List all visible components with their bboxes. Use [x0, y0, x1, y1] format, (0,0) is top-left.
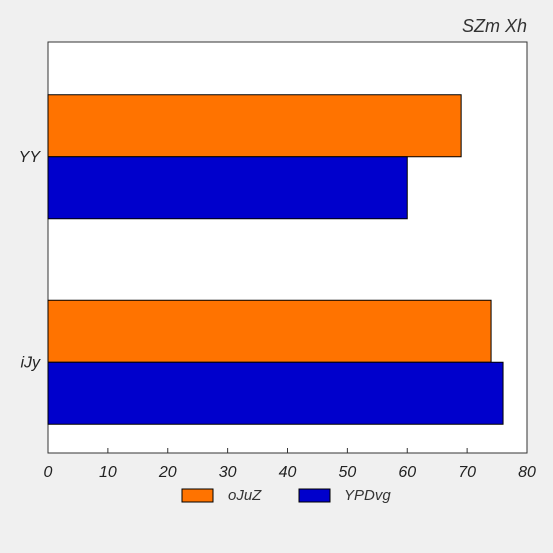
x-tick-label: 70: [458, 464, 476, 481]
x-axis-ticks: 0 10 20 30 40 50 60 70 80: [44, 448, 536, 481]
x-tick-label: 60: [398, 464, 416, 481]
legend-label-ojuz: oJuZ: [228, 487, 262, 504]
legend-swatch-ojuz: [181, 488, 214, 503]
y-tick-label: iJy: [20, 354, 41, 371]
chart-title: SZm Xh: [462, 16, 527, 36]
legend-label-ypdvg: YPDvg: [344, 487, 391, 504]
legend-swatch-ypdvg: [298, 488, 331, 503]
x-tick-label: 40: [279, 464, 297, 481]
bar-ypdvg-ijy: [47, 361, 504, 425]
x-tick-label: 30: [219, 464, 237, 481]
y-tick-label: YY: [19, 149, 42, 166]
bar-ypdvg-yy: [47, 156, 408, 220]
bar-ojuz-yy: [47, 94, 462, 158]
legend: oJuZ YPDvg: [181, 487, 391, 504]
bars-group: [47, 94, 504, 425]
bar-ojuz-ijy: [47, 299, 492, 363]
x-tick-label: 10: [99, 464, 117, 481]
x-tick-label: 0: [44, 464, 53, 481]
x-tick-label: 50: [338, 464, 356, 481]
y-axis-ticks: YY iJy: [19, 149, 42, 372]
x-tick-label: 80: [518, 464, 536, 481]
x-tick-label: 20: [158, 464, 177, 481]
